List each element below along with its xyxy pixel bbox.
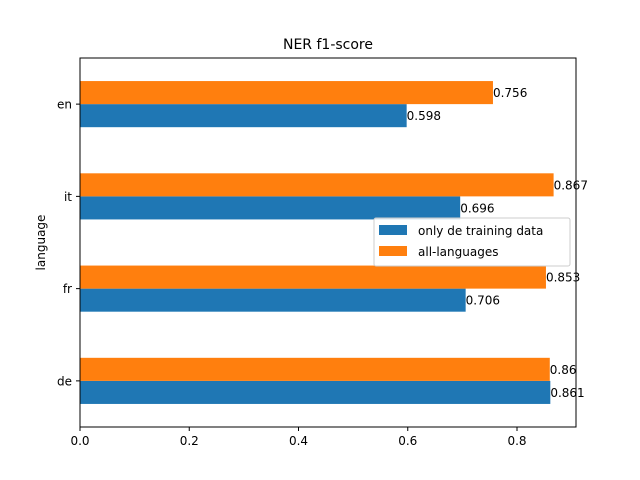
bar-de-series-0 (80, 380, 551, 404)
y-tick-label-en: en (57, 98, 72, 112)
y-tick-label-de: de (57, 374, 72, 388)
bar-it-series-1 (80, 173, 554, 197)
x-tick-label-0: 0.0 (70, 434, 89, 448)
data-label-fr-series-0: 0.706 (466, 294, 500, 308)
legend-label-all-languages: all-languages (418, 245, 498, 259)
plot-frame (79, 57, 577, 428)
y-axis-ticks: de fr it en (57, 98, 80, 388)
bars-group (80, 81, 554, 404)
legend-box (373, 217, 571, 267)
x-tick-label-1: 0.2 (180, 434, 199, 448)
legend-swatch-all-languages (379, 246, 407, 256)
legend: only de training data all-languages (373, 217, 571, 267)
legend-swatch-only-de (379, 225, 407, 235)
y-tick-label-it: it (64, 190, 72, 204)
bar-fr-series-1 (80, 265, 546, 289)
data-label-it-series-1: 0.867 (554, 178, 588, 192)
x-tick-label-2: 0.4 (289, 434, 308, 448)
data-label-fr-series-1: 0.853 (546, 271, 580, 285)
bar-fr-series-0 (80, 288, 466, 312)
bar-de-series-1 (80, 357, 550, 381)
y-tick-label-fr: fr (63, 282, 72, 296)
y-axis-label: language (34, 215, 48, 271)
data-label-en-series-1: 0.756 (493, 86, 527, 100)
x-axis-ticks: 0.0 0.2 0.4 0.6 0.8 (70, 427, 527, 448)
data-label-de-series-0: 0.861 (550, 386, 584, 400)
data-label-en-series-0: 0.598 (407, 109, 441, 123)
data-label-de-series-1: 0.86 (550, 363, 577, 377)
bar-en-series-0 (80, 104, 407, 128)
bar-en-series-1 (80, 81, 493, 105)
chart-title: NER f1-score (283, 37, 373, 53)
legend-label-only-de: only de training data (418, 224, 543, 238)
data-label-it-series-0: 0.696 (460, 201, 494, 215)
bar-it-series-0 (80, 196, 461, 220)
x-tick-label-3: 0.6 (398, 434, 417, 448)
x-tick-label-4: 0.8 (507, 434, 526, 448)
data-labels-group: 0.861 0.86 0.706 0.853 0.696 0.867 0.598 0.756 (407, 86, 588, 400)
